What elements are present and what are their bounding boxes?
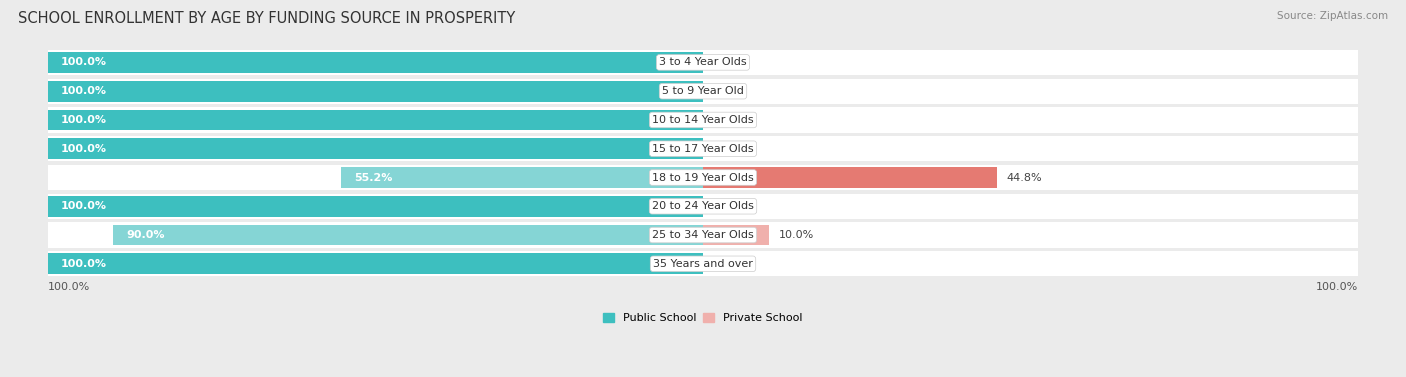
Bar [48,194,1358,219]
Text: 0.0%: 0.0% [713,201,741,211]
Bar [48,251,1358,276]
Text: 25 to 34 Year Olds: 25 to 34 Year Olds [652,230,754,240]
Text: 100.0%: 100.0% [1316,282,1358,292]
Text: 20 to 24 Year Olds: 20 to 24 Year Olds [652,201,754,211]
Text: 0.0%: 0.0% [713,57,741,67]
Text: 0.0%: 0.0% [713,86,741,96]
Bar [48,165,1358,190]
Bar [48,138,703,159]
Text: 100.0%: 100.0% [60,201,107,211]
Bar [342,167,703,188]
Text: 0.0%: 0.0% [713,259,741,269]
Text: 10.0%: 10.0% [779,230,814,240]
Bar [48,222,1358,248]
Text: 55.2%: 55.2% [354,173,392,182]
Bar [48,253,703,274]
Bar [48,196,703,217]
Bar [48,81,703,101]
Bar [703,167,997,188]
Bar [48,50,1358,75]
Text: SCHOOL ENROLLMENT BY AGE BY FUNDING SOURCE IN PROSPERITY: SCHOOL ENROLLMENT BY AGE BY FUNDING SOUR… [18,11,516,26]
Text: 10 to 14 Year Olds: 10 to 14 Year Olds [652,115,754,125]
Text: 15 to 17 Year Olds: 15 to 17 Year Olds [652,144,754,154]
Text: 0.0%: 0.0% [713,144,741,154]
Text: 100.0%: 100.0% [60,86,107,96]
Text: 100.0%: 100.0% [48,282,90,292]
Bar [703,225,769,245]
Bar [48,52,703,73]
Text: 100.0%: 100.0% [60,115,107,125]
Text: 100.0%: 100.0% [60,144,107,154]
Text: 100.0%: 100.0% [60,57,107,67]
Bar [48,107,1358,133]
Text: 35 Years and over: 35 Years and over [652,259,754,269]
Bar [48,78,1358,104]
Text: 18 to 19 Year Olds: 18 to 19 Year Olds [652,173,754,182]
Text: 100.0%: 100.0% [60,259,107,269]
Text: 0.0%: 0.0% [713,115,741,125]
Text: 44.8%: 44.8% [1007,173,1042,182]
Bar [48,136,1358,161]
Text: 90.0%: 90.0% [127,230,165,240]
Text: 5 to 9 Year Old: 5 to 9 Year Old [662,86,744,96]
Bar [48,110,703,130]
Bar [114,225,703,245]
Text: 3 to 4 Year Olds: 3 to 4 Year Olds [659,57,747,67]
Text: Source: ZipAtlas.com: Source: ZipAtlas.com [1277,11,1388,21]
Legend: Public School, Private School: Public School, Private School [599,308,807,327]
